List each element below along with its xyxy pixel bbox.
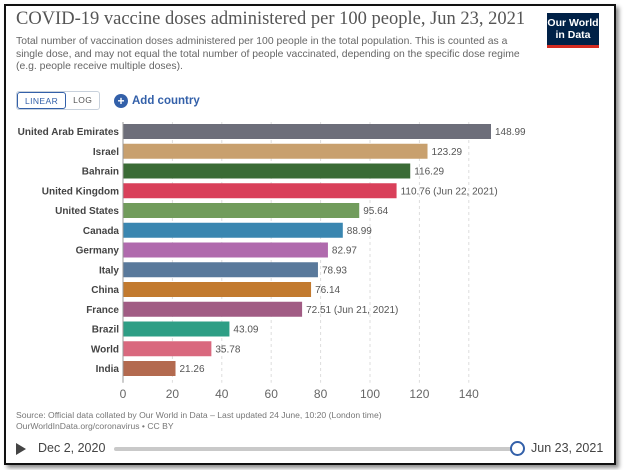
bar-bahrain — [123, 163, 411, 179]
bar-italy — [123, 262, 318, 278]
category-label: World — [91, 344, 119, 355]
timeline-handle[interactable] — [510, 441, 525, 456]
timeline-start-date: Dec 2, 2020 — [38, 441, 106, 455]
bar-israel — [123, 143, 428, 159]
category-label: United Kingdom — [42, 186, 119, 197]
x-tick-label-20: 20 — [166, 387, 180, 401]
value-label: 95.64 — [363, 206, 388, 217]
x-tick-label-140: 140 — [459, 387, 479, 401]
value-label: 148.99 — [495, 127, 526, 138]
bar-germany — [123, 242, 328, 258]
category-label: United Arab Emirates — [18, 127, 120, 138]
logo-line-2: in Data — [555, 29, 591, 41]
bar-united-arab-emirates — [123, 124, 491, 139]
value-label: 110.76 (Jun 22, 2021) — [401, 186, 498, 197]
x-tick-label-60: 60 — [265, 387, 279, 401]
value-label: 78.93 — [322, 265, 347, 276]
logo-line-1: Our World — [547, 17, 599, 29]
bar-brazil — [123, 321, 230, 337]
bar-world — [123, 341, 212, 357]
value-label: 123.29 — [432, 147, 463, 158]
log-scale-button[interactable]: LOG — [73, 95, 93, 105]
category-label: Germany — [76, 246, 120, 257]
category-label: India — [96, 364, 120, 375]
category-label: China — [91, 285, 119, 296]
x-tick-label-0: 0 — [120, 387, 127, 401]
timeline-end-date: Jun 23, 2021 — [531, 441, 604, 455]
bar-france — [123, 301, 303, 317]
timeline-track[interactable] — [114, 447, 519, 451]
category-label: Israel — [93, 147, 119, 158]
bar-india — [123, 361, 176, 376]
value-label: 43.09 — [233, 325, 258, 336]
value-label: 82.97 — [332, 246, 357, 257]
value-label: 21.26 — [180, 364, 205, 375]
bar-china — [123, 282, 312, 297]
chart-subtitle: Total number of vaccination doses admini… — [16, 36, 520, 73]
category-label: United States — [55, 206, 119, 217]
category-label: France — [86, 305, 119, 316]
owid-logo[interactable]: Our World in Data — [547, 13, 599, 48]
value-label: 72.51 (Jun 21, 2021) — [306, 305, 398, 316]
category-label: Italy — [99, 265, 119, 276]
value-label: 88.99 — [347, 226, 372, 237]
value-label: 116.29 — [414, 167, 444, 178]
category-label: Brazil — [92, 325, 119, 336]
value-label: 35.78 — [215, 344, 240, 355]
source-line-2[interactable]: OurWorldInData.org/coronavirus • CC BY — [16, 421, 174, 431]
play-icon[interactable] — [16, 443, 26, 455]
x-tick-label-40: 40 — [215, 387, 229, 401]
x-tick-label-100: 100 — [360, 387, 380, 401]
bar-united-states — [123, 203, 360, 218]
source-line-1: Source: Official data collated by Our Wo… — [16, 410, 382, 420]
plus-circle-icon: + — [114, 93, 128, 108]
category-label: Canada — [83, 226, 120, 237]
timeline: Dec 2, 2020 Jun 23, 2021 — [16, 440, 606, 458]
source-note: Source: Official data collated by Our Wo… — [16, 410, 576, 432]
linear-scale-button[interactable]: LINEAR — [17, 92, 67, 109]
chart-title: COVID-19 vaccine doses administered per … — [16, 9, 526, 29]
value-label: 76.14 — [315, 285, 340, 296]
add-country-label: Add country — [132, 94, 200, 107]
bar-united-kingdom — [123, 183, 397, 199]
add-country-button[interactable]: + Add country — [114, 91, 200, 110]
bar-canada — [123, 222, 343, 238]
x-tick-label-80: 80 — [314, 387, 328, 401]
bar-chart: 0 20 40 60 80 100 120 140 United Arab Emirates 14… — [18, 122, 526, 401]
x-tick-label-120: 120 — [409, 387, 429, 401]
scale-toggle: LINEAR LOG — [16, 91, 101, 110]
category-label: Bahrain — [82, 167, 119, 178]
